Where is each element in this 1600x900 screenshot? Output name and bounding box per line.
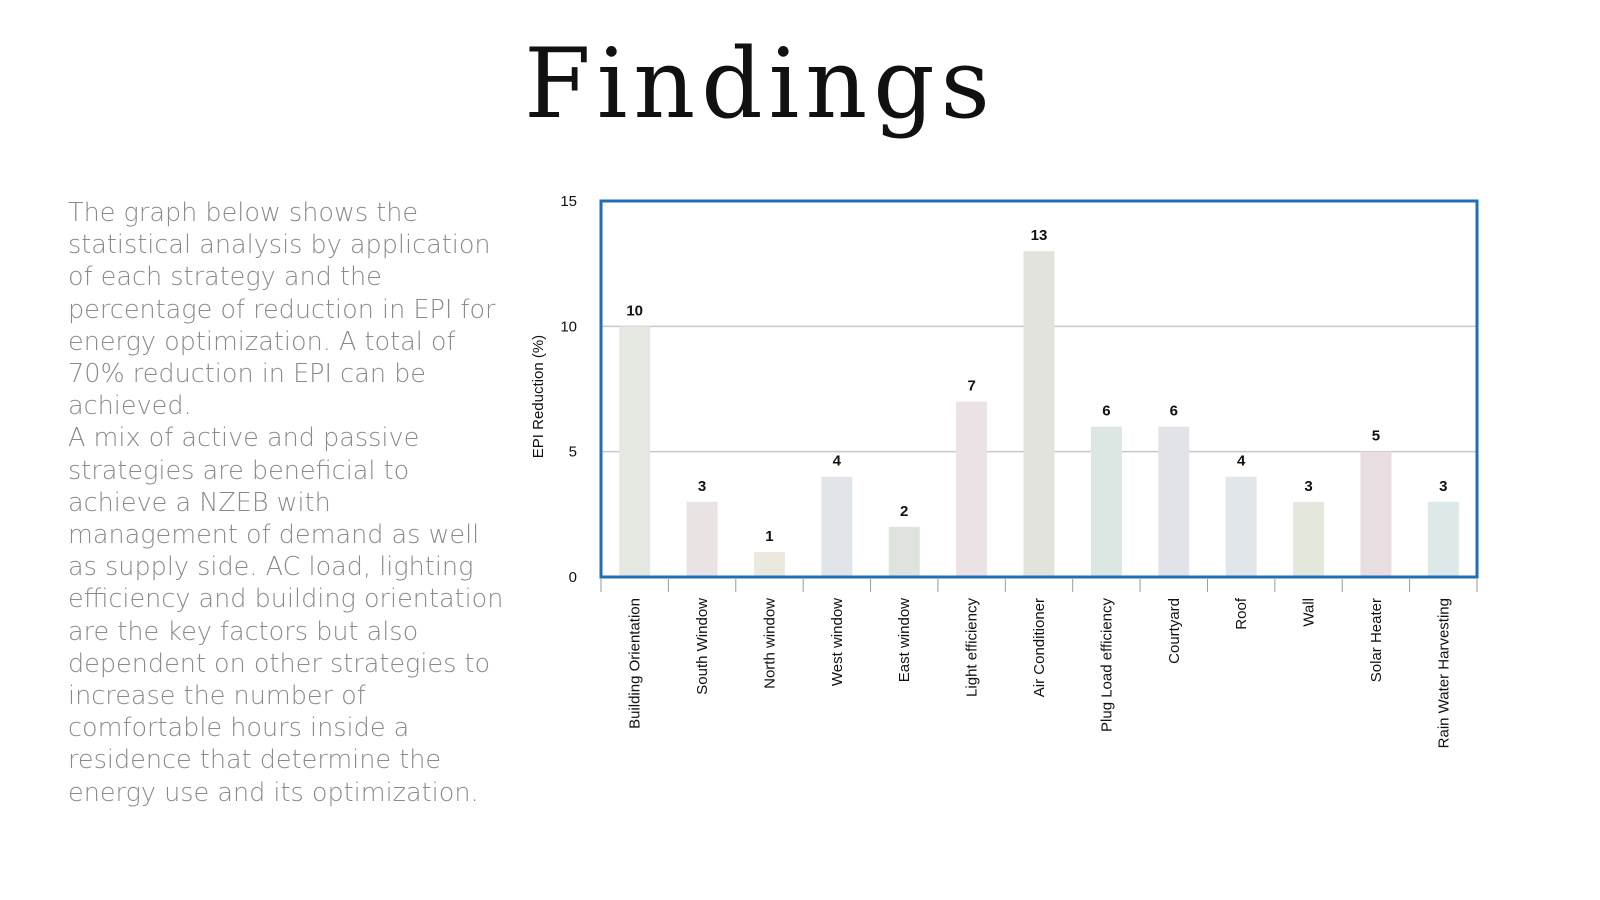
bar [686, 501, 718, 577]
bar [956, 401, 988, 577]
bar [1158, 426, 1190, 577]
bar-value-label: 6 [1102, 403, 1110, 420]
bar-value-label: 4 [833, 453, 842, 470]
bar-value-label: 5 [1372, 428, 1380, 445]
x-category-label: West window [829, 598, 846, 686]
bar [1360, 451, 1392, 577]
x-category-label: Courtyard [1166, 598, 1183, 664]
bar-value-label: 3 [1304, 478, 1312, 495]
body-text: The graph below shows the statistical an… [68, 197, 508, 809]
bar-value-label: 1 [765, 528, 773, 545]
plot-frame [599, 199, 1479, 579]
y-tick-label: 15 [560, 193, 577, 210]
x-category-label: East window [896, 598, 913, 682]
body-paragraph-2: A mix of active and passive strategies a… [68, 423, 504, 808]
slide-title: Findings [524, 28, 996, 140]
bar-value-label: 6 [1170, 403, 1178, 420]
y-tick-label: 10 [560, 318, 577, 335]
bar-value-label: 7 [967, 378, 975, 395]
x-category-label: North window [761, 598, 778, 689]
epi-reduction-chart: 0 5 10 15 EPI Reduction (%) 10 3 1 4 2 7 13 6 6 4 3 5 3 Bu… [530, 185, 1530, 805]
bar [1090, 426, 1122, 577]
x-category-label: Solar Heater [1368, 598, 1385, 682]
chart-svg: 0 5 10 15 EPI Reduction (%) 10 3 1 4 2 7 13 6 6 4 3 5 3 Bu… [530, 193, 1479, 748]
x-category-label: Light efficiency [964, 598, 981, 697]
y-axis-title: EPI Reduction (%) [530, 335, 547, 458]
bar-value-label: 3 [698, 478, 706, 495]
x-category-label: Rain Water Harvesting [1435, 598, 1452, 748]
bar-value-label: 4 [1237, 453, 1246, 470]
x-category-label: Air Conditioner [1031, 598, 1048, 697]
bar-value-label: 13 [1031, 227, 1048, 244]
x-category-label: Roof [1233, 597, 1250, 630]
body-paragraph-1: The graph below shows the statistical an… [68, 198, 496, 422]
bar [821, 476, 853, 577]
bar [753, 551, 785, 577]
bar [1427, 501, 1459, 577]
bar-value-label: 10 [626, 302, 643, 319]
bar [1225, 476, 1257, 577]
x-category-label: Building Orientation [627, 598, 644, 729]
y-tick-label: 0 [569, 569, 577, 586]
bar [888, 526, 920, 577]
bar-value-label: 3 [1439, 478, 1447, 495]
bar-value-label: 2 [900, 503, 908, 520]
bar [1293, 501, 1325, 577]
x-category-label: Wall [1301, 598, 1318, 627]
x-category-label: Plug Load efficiency [1098, 598, 1115, 732]
x-category-label: South Window [694, 598, 711, 695]
y-tick-label: 5 [569, 444, 577, 461]
bar [619, 326, 651, 577]
bar [1023, 251, 1055, 577]
